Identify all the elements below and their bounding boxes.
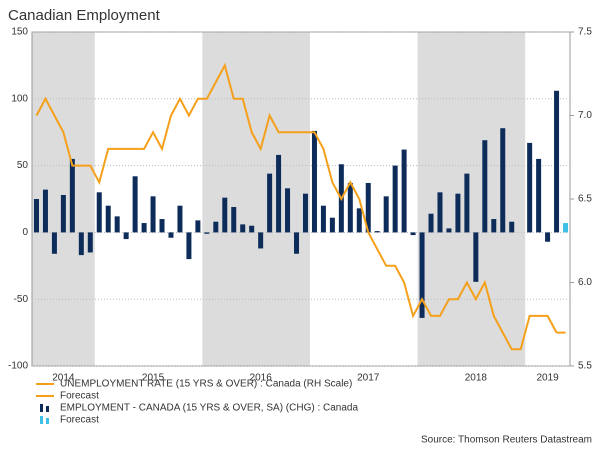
bar — [267, 173, 273, 233]
bar — [311, 130, 317, 233]
y2-tick-label: 7.0 — [578, 110, 592, 121]
x-tick-label: 2016 — [250, 373, 273, 384]
legend-icon — [40, 416, 43, 424]
bar — [455, 193, 461, 233]
source: Source: Thomson Reuters Datastream — [421, 435, 592, 446]
bar — [527, 142, 533, 233]
year-shade — [202, 32, 310, 366]
line — [35, 62, 558, 351]
bar — [132, 176, 138, 233]
bar — [347, 182, 353, 233]
bar — [96, 192, 102, 233]
y-tick-label: -50 — [14, 294, 29, 305]
bar — [392, 165, 398, 233]
bar — [114, 216, 120, 233]
bar — [33, 199, 39, 233]
bar — [195, 220, 201, 233]
bar — [437, 192, 443, 233]
bar — [356, 208, 362, 233]
bar — [500, 128, 506, 233]
y2-tick-label: 5.5 — [578, 361, 592, 372]
bar — [177, 205, 183, 233]
x-tick-label: 2017 — [357, 373, 380, 384]
bar — [105, 205, 111, 233]
legend-label: EMPLOYMENT - CANADA (15 YRS & OVER, SA) … — [60, 403, 358, 414]
bar — [410, 232, 416, 236]
bar — [302, 193, 308, 233]
bar — [383, 196, 389, 233]
year-shade — [417, 32, 526, 366]
bar — [42, 189, 48, 233]
legend-icon — [46, 418, 49, 424]
bar — [554, 90, 560, 233]
bar — [159, 219, 165, 233]
bar — [276, 154, 282, 233]
bar — [150, 196, 156, 233]
bar — [365, 182, 371, 233]
bar — [473, 232, 479, 282]
bar — [78, 232, 84, 256]
x-tick-label: 2018 — [465, 373, 488, 384]
bar — [222, 197, 228, 233]
bar — [401, 149, 407, 233]
chart-title: Canadian Employment — [8, 7, 161, 24]
bar — [240, 224, 246, 233]
bar — [69, 158, 75, 233]
bar — [60, 194, 66, 233]
bar — [168, 232, 174, 238]
bar — [320, 205, 326, 233]
bar — [482, 140, 488, 233]
bar — [563, 223, 569, 233]
y2-tick-label: 7.5 — [578, 27, 592, 38]
bar — [186, 232, 192, 260]
bar — [285, 188, 291, 233]
legend-label: Forecast — [60, 391, 99, 402]
y-tick-label: -100 — [8, 361, 28, 372]
legend-label: Forecast — [60, 415, 99, 426]
legend-label: UNEMPLOYMENT RATE (15 YRS & OVER) : Cana… — [60, 379, 352, 390]
bar — [491, 219, 497, 233]
y-tick-label: 0 — [22, 227, 28, 238]
bar — [141, 223, 147, 233]
x-tick-label: 2014 — [52, 373, 75, 384]
y-tick-label: 50 — [17, 160, 29, 171]
bar — [204, 232, 210, 234]
bar — [51, 232, 57, 254]
legend-icon — [46, 406, 49, 412]
bar — [123, 232, 129, 240]
x-tick-label: 2015 — [142, 373, 165, 384]
legend-icon — [40, 404, 43, 412]
bar — [329, 217, 335, 233]
bar — [87, 232, 93, 253]
bar — [419, 232, 425, 318]
y-tick-label: 150 — [11, 27, 28, 38]
bar — [536, 158, 542, 233]
bar — [428, 213, 434, 233]
bar — [258, 232, 264, 249]
bar — [446, 228, 452, 233]
bar — [213, 221, 219, 233]
bar — [509, 221, 515, 233]
bar — [464, 173, 470, 233]
bar — [545, 232, 551, 242]
y2-tick-label: 6.0 — [578, 277, 592, 288]
y-tick-label: 100 — [11, 93, 28, 104]
bar — [374, 231, 380, 233]
x-tick-label: 2019 — [536, 373, 559, 384]
bar — [231, 207, 237, 233]
bar — [294, 232, 300, 254]
bar — [249, 225, 255, 233]
y2-tick-label: 6.5 — [578, 194, 592, 205]
